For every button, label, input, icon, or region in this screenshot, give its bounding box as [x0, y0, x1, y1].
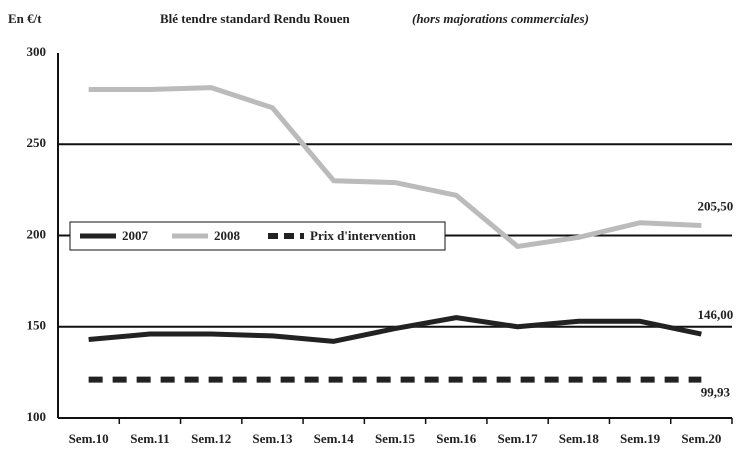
series-line: [88, 315, 702, 344]
annotation: 99,93: [701, 385, 731, 400]
y-tick-label: 300: [27, 44, 47, 59]
x-tick-label: Sem.19: [620, 431, 661, 446]
x-tick-label: Sem.18: [559, 431, 600, 446]
x-tick-label: Sem.13: [252, 431, 293, 446]
x-tick-label: Sem.10: [69, 431, 109, 446]
x-tick-label: Sem.14: [314, 431, 355, 446]
legend-label: 2008: [214, 228, 241, 243]
y-tick-label: 250: [27, 135, 47, 150]
chart-subtitle: (hors majorations commerciales): [412, 11, 589, 26]
x-tick-label: Sem.16: [436, 431, 477, 446]
y-axis-label: En €/t: [8, 11, 42, 26]
y-tick-label: 100: [27, 409, 47, 424]
legend-box: [69, 221, 446, 251]
legend-label: 2007: [122, 228, 149, 243]
series-line: [88, 85, 702, 249]
y-tick-label: 200: [27, 226, 47, 241]
x-tick-label: Sem.20: [681, 431, 721, 446]
x-tick-label: Sem.11: [130, 431, 169, 446]
x-tick-label: Sem.12: [191, 431, 231, 446]
x-tick-label: Sem.17: [497, 431, 538, 446]
chart-title: Blé tendre standard Rendu Rouen: [160, 11, 351, 26]
y-tick-label: 150: [27, 318, 47, 333]
value-label: 146,00: [697, 307, 733, 322]
legend-label: Prix d'intervention: [310, 228, 417, 243]
value-label: 205,50: [697, 198, 733, 213]
x-tick-label: Sem.15: [375, 431, 416, 446]
